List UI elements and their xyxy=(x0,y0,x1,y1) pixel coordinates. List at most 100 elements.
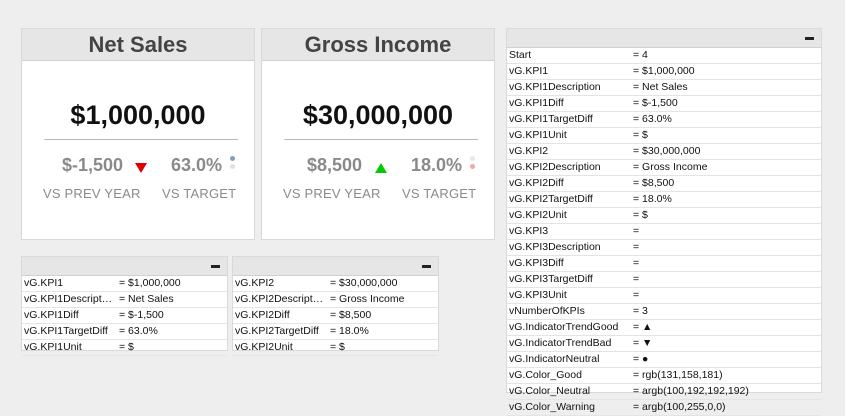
kpi-target-diff: 63.0% xyxy=(171,155,223,175)
vs-prev-year-label: VS PREV YEAR xyxy=(43,186,141,201)
variable-value: = $1,000,000 xyxy=(633,65,695,77)
table-row[interactable]: vG.KPI1Descript… = Net Sales xyxy=(22,292,227,308)
variable-name: vG.Color_Neutral xyxy=(509,385,591,397)
minimize-icon[interactable] xyxy=(422,265,431,268)
triangle-down-icon xyxy=(135,160,147,178)
triangle-up-icon xyxy=(375,160,387,178)
variable-name: vG.KPI1Diff xyxy=(509,97,564,109)
variable-value: = $8,500 xyxy=(633,177,675,189)
variable-name: vG.KPI2Diff xyxy=(235,309,290,321)
variable-value: = 63.0% xyxy=(633,113,672,125)
variable-name: vG.KPI3 xyxy=(509,225,549,237)
variable-name: vG.KPI1TargetDiff xyxy=(24,325,108,337)
status-dot-icon xyxy=(470,164,475,169)
variable-name: vG.KPI3Diff xyxy=(509,257,564,269)
table-row[interactable]: vG.IndicatorNeutral = ● xyxy=(507,352,821,368)
table-row[interactable]: vG.KPI1TargetDiff = 63.0% xyxy=(507,112,821,128)
table-row[interactable]: vG.KPI1Diff = $-1,500 xyxy=(22,308,227,324)
table-row[interactable]: vG.KPI1TargetDiff = 63.0% xyxy=(22,324,227,340)
table-row[interactable]: vG.KPI1Unit = $ xyxy=(22,340,227,356)
divider xyxy=(284,139,478,140)
variable-name: vG.KPI1 xyxy=(24,277,64,289)
variable-name: vG.KPI1 xyxy=(509,65,549,77)
kpi1-variables-table: vG.KPI1 = $1,000,000 vG.KPI1Descript… = Net… xyxy=(21,256,228,356)
table-row[interactable]: vG.Color_Good = rgb(131,158,181) xyxy=(507,368,821,384)
variable-value: = rgb(131,158,181) xyxy=(633,369,723,381)
table-row[interactable]: vG.KPI2Diff = $8,500 xyxy=(507,176,821,192)
kpi-card-net-sales: Net Sales $1,000,000 $-1,500 63.0% VS PR… xyxy=(21,28,255,240)
table-row[interactable]: vG.KPI2Unit = $ xyxy=(233,340,438,356)
table-row[interactable]: vG.KPI1 = $1,000,000 xyxy=(22,276,227,292)
variable-value: = ▼ xyxy=(633,337,653,349)
variable-name: vG.Color_Good xyxy=(509,369,582,381)
table-row[interactable]: vG.KPI3Diff = xyxy=(507,256,821,272)
table-row[interactable]: vNumberOfKPIs = 3 xyxy=(507,304,821,320)
vs-target-label: VS TARGET xyxy=(162,186,237,201)
status-dot-icon xyxy=(230,156,235,161)
table-row[interactable]: Start = 4 xyxy=(507,48,821,64)
table-row[interactable]: vG.KPI1Diff = $-1,500 xyxy=(507,96,821,112)
minimize-icon[interactable] xyxy=(211,265,220,268)
indicator-dots xyxy=(230,156,235,172)
variable-value: = 4 xyxy=(633,49,648,61)
variable-value: = Gross Income xyxy=(633,161,708,173)
table-row[interactable]: vG.KPI2Descript… = Gross Income xyxy=(233,292,438,308)
variable-value: = $-1,500 xyxy=(119,309,164,321)
variable-name: vG.KPI1Descript… xyxy=(24,293,113,305)
variable-name: vG.KPI2Unit xyxy=(235,341,293,353)
table-row[interactable]: vG.KPI2 = $30,000,000 xyxy=(507,144,821,160)
table-row[interactable]: vG.KPI2TargetDiff = 18.0% xyxy=(507,192,821,208)
table-row[interactable]: vG.IndicatorTrendGood = ▲ xyxy=(507,320,821,336)
table-row[interactable]: vG.KPI2TargetDiff = 18.0% xyxy=(233,324,438,340)
variable-name: vG.KPI1Diff xyxy=(24,309,79,321)
table-row[interactable]: vG.KPI2 = $30,000,000 xyxy=(233,276,438,292)
variable-name: vG.KPI1TargetDiff xyxy=(509,113,593,125)
kpi-diff: $8,500 xyxy=(307,155,363,175)
variable-value: = Net Sales xyxy=(119,293,174,305)
variable-value: = $ xyxy=(119,341,134,353)
table-row[interactable]: vG.KPI1 = $1,000,000 xyxy=(507,64,821,80)
divider xyxy=(44,139,238,140)
variable-value: = $ xyxy=(330,341,345,353)
vs-target-label: VS TARGET xyxy=(402,186,477,201)
table-row[interactable]: vG.KPI3 = xyxy=(507,224,821,240)
variable-name: vG.KPI2Descript… xyxy=(235,293,324,305)
table-row[interactable]: vG.KPI1Description = Net Sales xyxy=(507,80,821,96)
variables-overview-table: Start = 4 vG.KPI1 = $1,000,000 vG.KPI1Descri… xyxy=(506,28,822,416)
table-row[interactable]: vG.KPI1Unit = $ xyxy=(507,128,821,144)
table-row[interactable]: vG.KPI2Description = Gross Income xyxy=(507,160,821,176)
variable-value: = xyxy=(633,257,640,269)
variable-value: = $ xyxy=(633,129,648,141)
variable-name: vG.Color_Warning xyxy=(509,401,595,413)
table-row[interactable]: vG.Color_Warning = argb(100,255,0,0) xyxy=(507,400,821,416)
table-row[interactable]: vG.KPI2Diff = $8,500 xyxy=(233,308,438,324)
kpi-value: $1,000,000 xyxy=(70,100,206,130)
variable-name: vG.KPI2Description xyxy=(509,161,601,173)
variable-value: = xyxy=(633,289,640,301)
status-dot-icon xyxy=(230,164,235,169)
variable-value: = Gross Income xyxy=(330,293,405,305)
variable-name: vG.IndicatorTrendBad xyxy=(509,337,612,349)
variable-name: vG.KPI2Unit xyxy=(509,209,567,221)
variable-value: = 18.0% xyxy=(633,193,672,205)
table-row[interactable]: vG.KPI3TargetDiff = xyxy=(507,272,821,288)
kpi-title: Net Sales xyxy=(22,29,254,61)
table-row[interactable]: vG.KPI3Description = xyxy=(507,240,821,256)
minimize-icon[interactable] xyxy=(805,37,814,40)
variable-value: = xyxy=(633,241,640,253)
variable-value: = ● xyxy=(633,353,649,365)
table-row[interactable]: vG.KPI2Unit = $ xyxy=(507,208,821,224)
table-caption-bar xyxy=(233,257,438,276)
kpi-title: Gross Income xyxy=(262,29,494,61)
table-row[interactable]: vG.IndicatorTrendBad = ▼ xyxy=(507,336,821,352)
variable-name: vG.KPI2 xyxy=(235,277,275,289)
variable-name: vG.KPI2Diff xyxy=(509,177,564,189)
variable-value: = ▲ xyxy=(633,321,653,333)
variable-name: vG.KPI3TargetDiff xyxy=(509,273,593,285)
table-row[interactable]: vG.KPI3Unit = xyxy=(507,288,821,304)
variable-value: = xyxy=(633,225,640,237)
variable-value: = $-1,500 xyxy=(633,97,678,109)
variable-value: = xyxy=(633,273,640,285)
table-row[interactable]: vG.Color_Neutral = argb(100,192,192,192) xyxy=(507,384,821,400)
variable-name: vG.KPI2 xyxy=(509,145,549,157)
